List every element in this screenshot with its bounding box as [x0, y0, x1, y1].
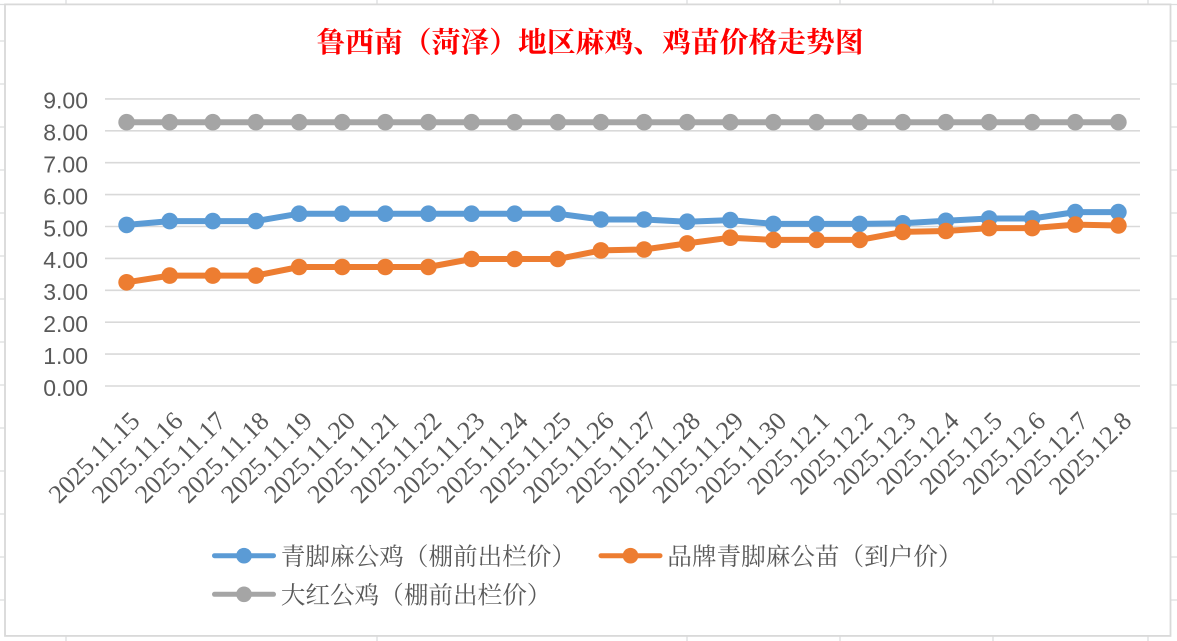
svg-text:2.00: 2.00	[43, 311, 88, 337]
svg-text:5.00: 5.00	[43, 215, 88, 241]
svg-text:1.00: 1.00	[43, 343, 88, 369]
svg-text:6.00: 6.00	[43, 183, 88, 209]
svg-text:0.00: 0.00	[43, 375, 88, 401]
svg-text:3.00: 3.00	[43, 279, 88, 305]
svg-text:4.00: 4.00	[43, 247, 88, 273]
svg-text:8.00: 8.00	[43, 120, 88, 146]
svg-text:7.00: 7.00	[43, 152, 88, 178]
svg-text:9.00: 9.00	[43, 88, 88, 114]
